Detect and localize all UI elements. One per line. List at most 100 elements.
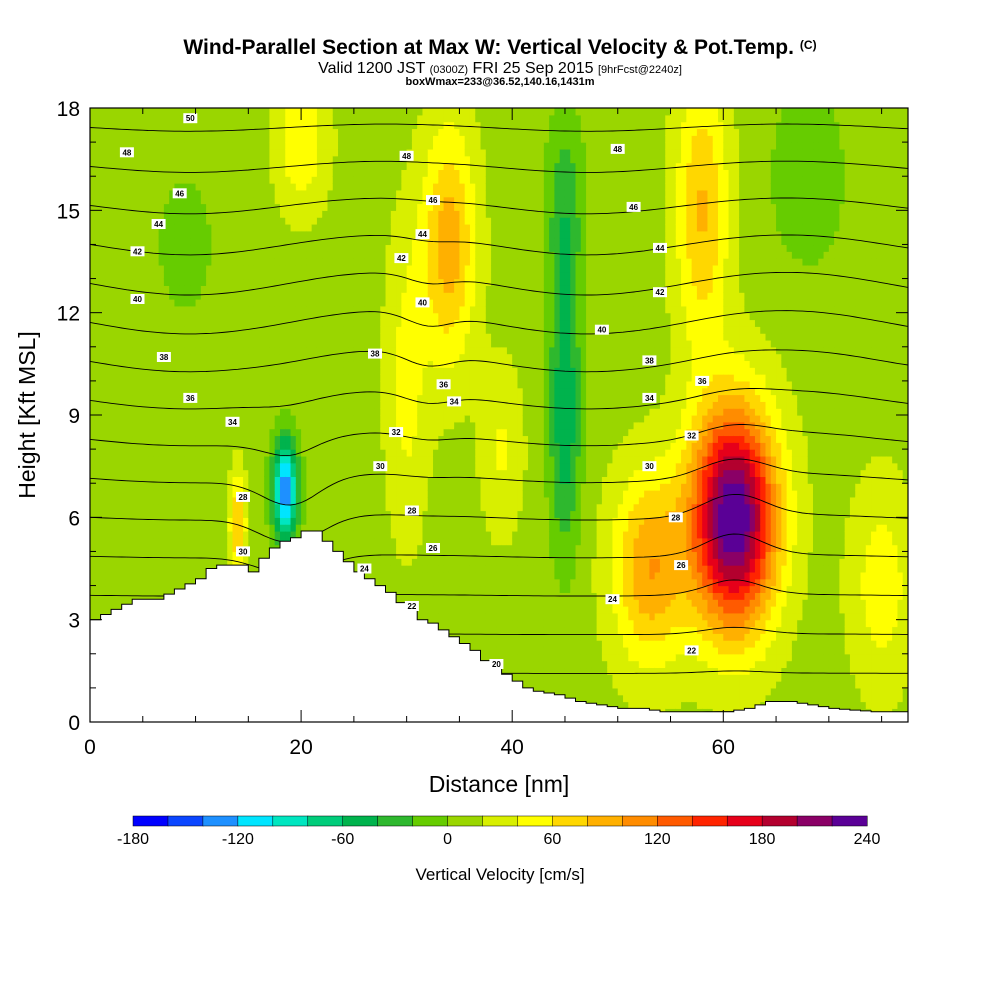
velocity-cell — [95, 476, 102, 484]
velocity-cell — [216, 326, 223, 334]
velocity-cell — [232, 374, 239, 382]
velocity-cell — [285, 455, 292, 464]
velocity-cell — [369, 490, 376, 498]
velocity-cell — [121, 571, 128, 580]
velocity-cell — [301, 428, 307, 437]
velocity-cell — [137, 571, 144, 580]
velocity-cell — [332, 258, 339, 266]
velocity-cell — [137, 142, 144, 150]
velocity-cell — [253, 292, 260, 300]
velocity-cell — [306, 401, 313, 409]
velocity-cell — [90, 353, 96, 362]
velocity-cell — [116, 435, 123, 443]
velocity-cell — [190, 387, 197, 396]
velocity-cell — [279, 503, 286, 512]
velocity-cell — [343, 517, 350, 525]
velocity-cell — [295, 237, 302, 246]
velocity-cell — [137, 189, 144, 198]
velocity-cell — [343, 401, 350, 409]
velocity-cell — [285, 353, 292, 362]
velocity-cell — [237, 339, 244, 348]
velocity-cell — [200, 339, 207, 348]
velocity-cell — [105, 510, 112, 518]
velocity-cell — [338, 408, 344, 416]
velocity-cell — [100, 251, 107, 259]
velocity-cell — [243, 503, 249, 512]
velocity-cell — [105, 421, 112, 430]
velocity-cell — [248, 223, 255, 232]
velocity-cell — [126, 319, 133, 327]
velocity-cell — [353, 462, 360, 471]
velocity-cell — [184, 264, 191, 273]
velocity-cell — [105, 537, 112, 546]
velocity-cell — [200, 183, 207, 191]
velocity-cell — [163, 135, 170, 143]
velocity-cell — [158, 339, 165, 348]
velocity-cell — [301, 346, 307, 355]
velocity-cell — [290, 326, 297, 334]
velocity-cell — [364, 496, 371, 505]
velocity-cell — [126, 271, 133, 280]
velocity-cell — [338, 496, 344, 505]
velocity-cell — [163, 319, 170, 327]
velocity-cell — [95, 121, 102, 130]
velocity-cell — [142, 169, 149, 177]
velocity-cell — [169, 476, 176, 484]
velocity-cell — [290, 230, 297, 239]
velocity-cell — [153, 517, 160, 525]
velocity-cell — [100, 108, 107, 116]
velocity-cell — [269, 196, 276, 205]
velocity-cell — [301, 155, 307, 164]
velocity-cell — [100, 367, 107, 375]
velocity-cell — [311, 271, 318, 280]
velocity-cell — [137, 490, 144, 498]
velocity-cell — [369, 476, 376, 484]
velocity-cell — [374, 476, 381, 484]
velocity-cell — [216, 421, 223, 430]
velocity-cell — [121, 237, 128, 246]
velocity-cell — [190, 421, 197, 430]
velocity-cell — [200, 326, 207, 334]
velocity-cell — [121, 189, 128, 198]
velocity-cell — [148, 544, 154, 553]
velocity-cell — [359, 346, 366, 355]
velocity-cell — [353, 401, 360, 409]
velocity-cell — [274, 258, 281, 266]
velocity-cell — [153, 558, 160, 566]
velocity-cell — [253, 169, 260, 177]
velocity-cell — [243, 305, 249, 314]
velocity-cell — [269, 333, 276, 341]
velocity-cell — [121, 312, 128, 321]
velocity-cell — [116, 387, 123, 396]
velocity-cell — [174, 244, 181, 252]
velocity-cell — [332, 244, 339, 252]
velocity-cell — [105, 435, 112, 443]
velocity-cell — [316, 490, 323, 498]
velocity-cell — [216, 135, 223, 143]
velocity-cell — [153, 394, 160, 402]
velocity-cell — [374, 490, 381, 498]
velocity-cell — [279, 421, 286, 430]
velocity-cell — [158, 483, 165, 491]
velocity-cell — [132, 210, 139, 218]
velocity-cell — [105, 401, 112, 409]
velocity-cell — [322, 217, 329, 225]
velocity-cell — [132, 237, 139, 246]
velocity-cell — [174, 121, 181, 130]
velocity-cell — [311, 162, 318, 170]
velocity-cell — [132, 585, 139, 593]
velocity-cell — [200, 360, 207, 368]
velocity-cell — [100, 339, 107, 348]
velocity-cell — [364, 292, 371, 300]
velocity-cell — [364, 128, 371, 136]
velocity-cell — [237, 394, 244, 402]
velocity-cell — [111, 162, 117, 170]
velocity-cell — [100, 401, 107, 409]
velocity-cell — [142, 530, 149, 539]
velocity-cell — [211, 183, 218, 191]
velocity-cell — [274, 483, 281, 491]
velocity-cell — [301, 326, 307, 334]
velocity-cell — [316, 428, 323, 437]
velocity-cell — [142, 264, 149, 273]
velocity-cell — [105, 585, 112, 593]
